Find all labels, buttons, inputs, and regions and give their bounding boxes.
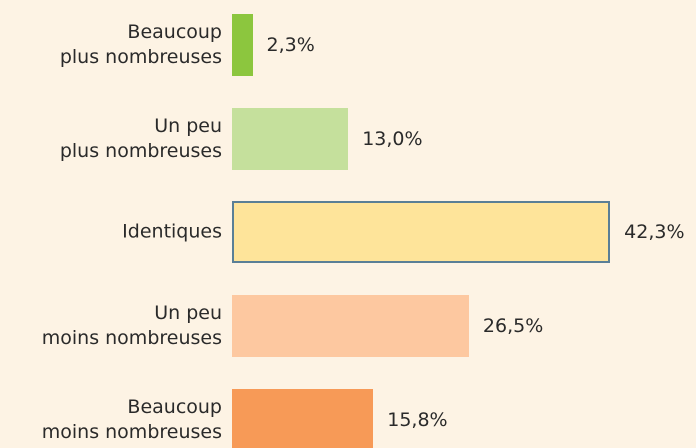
category-label: Beaucoup moins nombreuses [41, 395, 222, 443]
value-label: 42,3% [624, 221, 685, 244]
value-label: 15,8% [387, 408, 448, 431]
bar [232, 201, 611, 264]
bar [232, 14, 253, 76]
category-label: Un peu plus nombreuses [59, 114, 222, 162]
category-label: Beaucoup plus nombreuses [59, 21, 222, 68]
bar [232, 388, 374, 448]
category-label: Un peu moins nombreuses [41, 302, 222, 350]
value-label: 13,0% [362, 127, 423, 150]
value-label: 26,5% [482, 315, 544, 338]
bar [232, 295, 469, 358]
bar [232, 107, 349, 170]
value-label: 2,3% [266, 34, 315, 56]
category-label: Identiques [122, 220, 222, 243]
